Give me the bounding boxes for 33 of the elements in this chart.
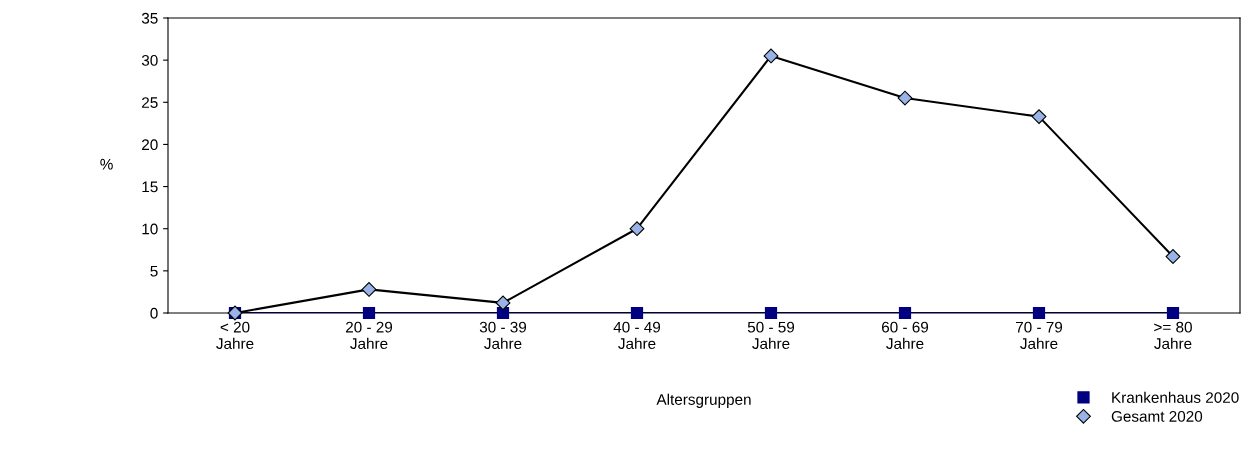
x-tick-label: 70 - 79 Jahre [1016,321,1063,350]
legend-label: Krankenhaus 2020 [1112,391,1239,403]
y-tick-label: 15 [142,181,158,193]
y-tick-label: 5 [150,265,158,277]
point [1031,109,1047,125]
point [1166,306,1180,320]
x-tick-label: 40 - 49 Jahre [613,321,661,350]
point [630,306,644,320]
point [495,295,511,311]
point [897,90,913,106]
y-tick-label: 20 [142,139,158,151]
point [362,306,376,320]
point [629,221,645,237]
x-tick-label: 20 - 29 Jahre [345,321,393,350]
legend-label: Gesamt 2020 [1111,410,1203,422]
point [763,48,779,64]
point [1032,306,1046,320]
y-axis-title: % [100,158,113,170]
y-tick-label: 35 [141,12,158,24]
y-tick-label: 25 [142,97,158,108]
y-tick-label: 30 [141,55,158,66]
point [1165,249,1181,264]
x-tick-label: 50 - 59 Jahre [747,321,795,350]
y-tick-label: 10 [142,223,158,235]
x-tick-label: 30 - 39 Jahre [479,321,527,350]
x-tick-label: >= 80 Jahre [1154,321,1192,350]
x-axis-title: Altersgruppen [656,393,751,408]
point [898,306,912,320]
x-tick-label: < 20 Jahre [216,321,254,350]
y-tick-label: 0 [150,307,158,319]
point [361,281,377,297]
point [764,306,778,320]
x-tick-label: 60 - 69 Jahre [882,321,929,350]
